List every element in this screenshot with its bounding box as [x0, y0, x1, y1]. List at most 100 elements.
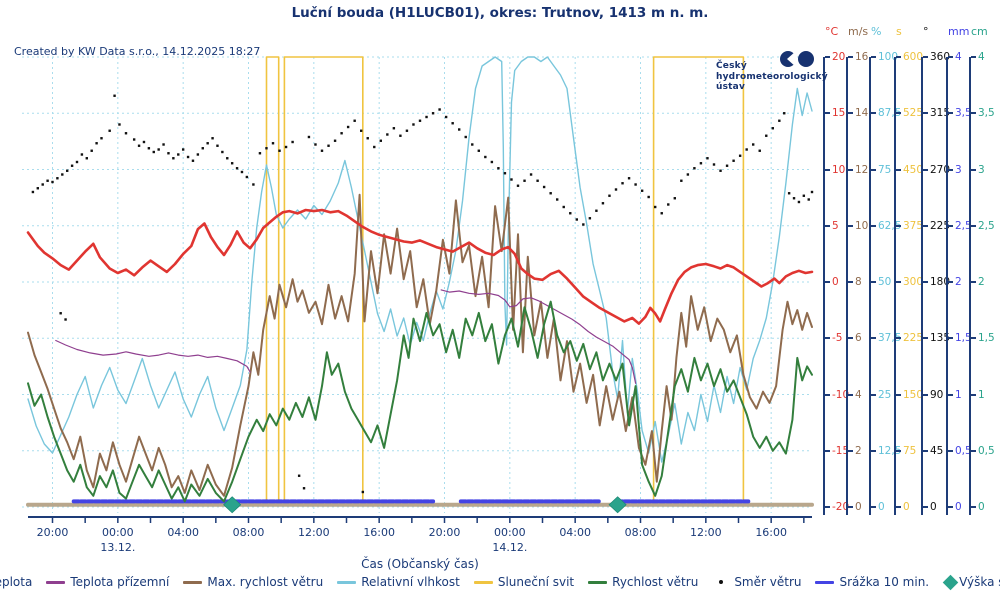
axis-tick-label: 135: [930, 332, 951, 345]
axis-tick-label: 1: [955, 388, 962, 401]
axis-tick: [848, 56, 853, 58]
axis-tick-label: 3,5: [978, 107, 995, 120]
axis-tick: [848, 449, 853, 452]
axis-tick: [948, 281, 953, 283]
axis-tick-label: 75: [903, 444, 917, 457]
chmi-logo-text: Český hydrometeorologický ústav: [716, 61, 828, 93]
axis-tick: [848, 506, 853, 508]
axis-tick-label: 525: [903, 107, 924, 120]
axis-tick-label: 4: [855, 388, 862, 401]
axis-tick-label: 1: [978, 388, 985, 401]
axis-tick: [848, 224, 853, 227]
axis-tick: [871, 168, 876, 171]
axis-tick: [825, 506, 830, 508]
axis-tick: [848, 393, 853, 396]
axis-tick-label: 0: [978, 501, 985, 513]
axis-tick: [971, 393, 976, 396]
legend-item-srážka-10-min-: Srážka 10 min.: [815, 575, 929, 589]
legend-label: Teplota přízemní: [70, 575, 170, 589]
axis-tick: [825, 224, 830, 227]
axis-tick-label: 4: [978, 51, 985, 63]
legend-label: Výška sněhu: [959, 575, 1000, 589]
axis-tick: [923, 224, 928, 227]
axis-tick: [896, 393, 901, 396]
axis-unit-label: cm: [971, 25, 988, 38]
axis-tick: [871, 224, 876, 227]
axis-tick-label: 2: [978, 276, 985, 288]
axis-tick: [896, 112, 901, 115]
axis-tick: [948, 224, 953, 227]
axis-m-s: m/s 16 14 12 10 8 6 4 2 0: [846, 25, 868, 515]
line-swatch-icon: [588, 580, 608, 584]
time-tick-label: 20:00: [429, 526, 461, 539]
axis-tick-label: 270: [930, 163, 951, 176]
axis-tick: [848, 112, 853, 115]
series-max-rychlost-větru: [27, 193, 813, 497]
legend-item-výška-sněhu: Výška sněhu: [942, 574, 1000, 590]
axis-tick: [848, 168, 853, 171]
axis-tick: [971, 449, 976, 452]
axis-tick: [825, 112, 830, 115]
time-tick-label: 16:00: [363, 526, 395, 539]
axis-tick: [923, 506, 928, 508]
axis-tick-label: 6: [855, 332, 862, 345]
axis-tick-label: 2: [855, 444, 862, 457]
axis-tick-label: 0: [955, 501, 962, 513]
axis-tick-label: -10: [832, 388, 850, 401]
axis-tick: [825, 337, 830, 340]
axis-tick: [871, 56, 876, 58]
axis-tick-label: 8: [855, 276, 862, 288]
axis-tick-label: 14: [855, 107, 869, 120]
axis-tick: [896, 281, 901, 283]
legend-item-relativní-vlhkost: Relativní vlhkost: [337, 575, 460, 589]
axis-tick: [923, 393, 928, 396]
axis-tick-label: 150: [903, 388, 924, 401]
axis-tick-label: 0: [930, 501, 937, 513]
axis-tick: [948, 337, 953, 340]
axis-tick: [948, 112, 953, 115]
axis-tick: [848, 281, 853, 283]
axis-tick-label: 75: [878, 163, 892, 176]
axis-tick-label: 12: [855, 163, 869, 176]
axis-tick: [871, 506, 876, 508]
legend-label: Max. rychlost větru: [207, 575, 324, 589]
axis-tick-label: 12,5: [878, 444, 902, 457]
dot-marker-icon: [719, 580, 724, 584]
axis-tick-label: -20: [832, 501, 850, 513]
legend-item-teplota: Teplota: [0, 575, 32, 589]
axis-tick: [896, 224, 901, 227]
day-label: 14.12.: [492, 541, 527, 554]
line-swatch-icon: [337, 580, 357, 584]
axis-unit-label: mm: [948, 25, 970, 38]
axis-tick-label: 3: [955, 163, 962, 176]
axis-tick: [871, 112, 876, 115]
axis-s: s 600 525 450 375 300 225 150 75 0: [894, 25, 923, 515]
axis-tick-label: 50: [878, 276, 892, 288]
axis-tick: [948, 56, 953, 58]
legend-label: Srážka 10 min.: [839, 575, 930, 589]
axis-tick: [948, 449, 953, 452]
legend-item-sluneční-svit: Sluneční svit: [473, 575, 574, 589]
axis-tick: [971, 168, 976, 171]
axis-degC: °C 20 15 10 5 0 -5 -10 -15 -20: [823, 25, 849, 515]
logo-line-1: Český: [716, 61, 747, 71]
axis-tick-label: 37,5: [878, 332, 902, 345]
axis-tick: [948, 506, 953, 508]
axis-tick: [896, 337, 901, 340]
time-tick-label: 08:00: [233, 526, 265, 539]
time-tick-label: 20:00: [37, 526, 69, 539]
axis-tick: [848, 337, 853, 340]
axis-tick-label: 0,5: [978, 444, 995, 457]
axis-tick: [825, 393, 830, 396]
axis-tick: [971, 224, 976, 227]
axis-tick-label: 1,5: [955, 332, 972, 345]
axis-tick-label: 0,5: [955, 444, 972, 457]
time-tick-label: 00:00: [102, 526, 134, 539]
axis-tick: [971, 56, 976, 58]
axis-tick-label: 25: [878, 388, 892, 401]
axis-unit-label: °: [923, 25, 929, 38]
axis-tick: [923, 449, 928, 452]
axis-tick-label: 2,5: [955, 219, 972, 232]
axis-tick-label: 87,5: [878, 107, 902, 120]
axis-mm: mm 4 3,5 3 2,5 2 1,5 1 0,5 0: [946, 25, 972, 515]
